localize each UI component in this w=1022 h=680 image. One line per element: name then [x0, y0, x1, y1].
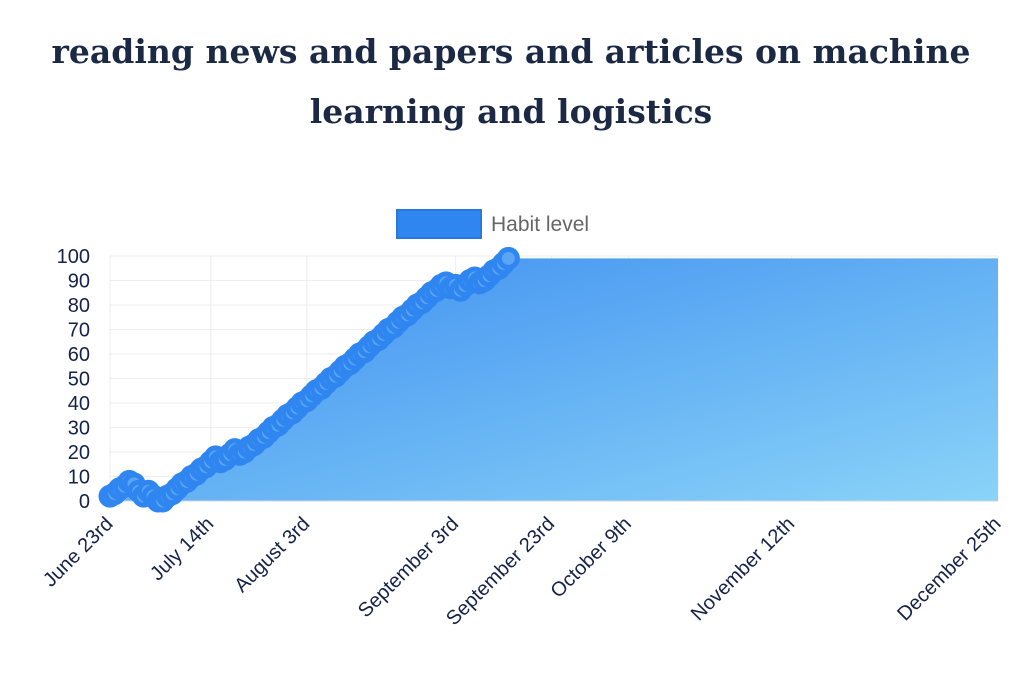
- y-tick-label: 60: [68, 344, 90, 366]
- y-tick-label: 80: [68, 295, 90, 317]
- y-tick-label: 90: [68, 271, 90, 293]
- x-tick-label: September 3rd: [354, 513, 463, 622]
- y-tick-label: 100: [57, 246, 90, 268]
- legend-swatch: [396, 209, 482, 239]
- y-tick-label: 0: [79, 491, 90, 513]
- legend[interactable]: Habit level: [396, 209, 589, 239]
- y-tick-label: 70: [68, 320, 90, 342]
- chart-title: reading news and papers and articles on …: [0, 22, 1022, 142]
- x-tick-label: November 12th: [687, 513, 799, 625]
- x-tick-label: December 25th: [893, 513, 1005, 625]
- x-tick-label: August 3rd: [230, 513, 314, 597]
- legend-label[interactable]: Habit level: [491, 213, 589, 236]
- data-point[interactable]: [496, 246, 520, 270]
- y-tick-label: 10: [68, 467, 90, 489]
- x-tick-label: October 9th: [546, 513, 635, 602]
- y-tick-label: 50: [68, 369, 90, 391]
- y-tick-label: 20: [68, 442, 90, 464]
- chart-title-line-2: learning and logistics: [309, 92, 713, 131]
- habit-level-area: [110, 258, 998, 501]
- y-tick-label: 40: [68, 393, 90, 415]
- data-points: [98, 246, 520, 513]
- chart-title-line-1: reading news and papers and articles on …: [51, 32, 971, 71]
- y-tick-label: 30: [68, 418, 90, 440]
- x-tick-label: July 14th: [146, 513, 218, 585]
- x-tick-label: June 23rd: [39, 513, 117, 591]
